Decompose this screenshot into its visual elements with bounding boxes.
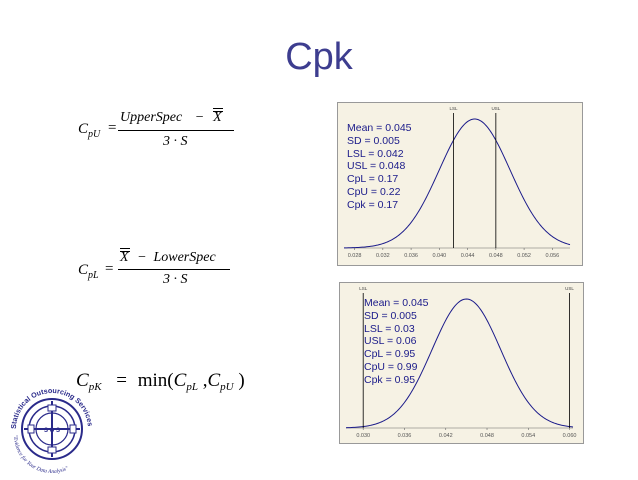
- cpu-xbarbar: X: [213, 108, 223, 125]
- cpk-min-function: min(: [137, 370, 174, 391]
- x-tick-label: 0.036: [404, 253, 418, 259]
- stat-sd: SD = 0.005: [347, 134, 400, 147]
- logo-graphic: Statistical Outsourcing Services S O S "…: [9, 386, 95, 475]
- cpu-minus: −: [195, 110, 204, 125]
- x-tick-label: 0.052: [517, 253, 531, 259]
- x-tick-label: 0.042: [439, 433, 453, 439]
- x-tick-label: 0.054: [521, 433, 535, 439]
- cpk-arg2: C: [207, 370, 221, 391]
- spec-label-usl: USL: [491, 106, 500, 111]
- cpk-arg1: C: [173, 370, 187, 391]
- cpk-close-paren: ): [233, 370, 245, 391]
- chart-top-stats: Mean = 0.045 SD = 0.005 LSL = 0.042 USL …: [347, 122, 412, 212]
- cpu-equals: =: [108, 120, 117, 136]
- stat-cpl: CpL = 0.17: [347, 173, 399, 186]
- x-tick-label: 0.044: [461, 253, 475, 259]
- cpl-lowerspec: LowerSpec: [153, 250, 216, 265]
- cpu-lhs: CpU: [78, 121, 101, 140]
- cpu-lhs-subscript: pU: [88, 129, 101, 140]
- x-tick-label: 0.028: [348, 253, 362, 259]
- cpu-lhs-symbol: C: [78, 121, 89, 137]
- chart-panel-top: LSL USL 0.028 0.032 0.036 0.040 0.044 0.048 0.05…: [337, 102, 583, 266]
- x-tick-label: 0.060: [563, 433, 577, 439]
- stat-cpl: CpL = 0.95: [364, 348, 416, 361]
- stat-mean: Mean = 0.045: [347, 122, 412, 134]
- slide-title: Cpk: [285, 36, 353, 78]
- cpu-upperspec: UpperSpec: [120, 110, 183, 125]
- chart-top: LSL USL 0.028 0.032 0.036 0.040 0.044 0.048 0.05…: [343, 106, 571, 259]
- spec-label-lsl: LSL: [449, 106, 458, 111]
- stat-cpu: CpU = 0.99: [364, 360, 418, 373]
- spec-label-usl: USL: [565, 286, 574, 291]
- stat-cpk: Cpk = 0.17: [347, 198, 399, 211]
- cpl-minus: −: [138, 250, 146, 265]
- stat-mean: Mean = 0.045: [364, 297, 429, 309]
- chart-bottom-stats: Mean = 0.045 SD = 0.005 LSL = 0.03 USL =…: [364, 297, 429, 387]
- cpu-denominator: 3 · S: [163, 134, 188, 149]
- cpl-xbarbar-symbol: X: [120, 250, 129, 265]
- x-tick-label: 0.030: [356, 433, 370, 439]
- stat-usl: USL = 0.06: [364, 335, 417, 348]
- cpl-equals: =: [105, 261, 114, 277]
- cpl-lhs-subscript: pL: [88, 270, 99, 281]
- formula-cpk: CpK = min(CpL ,CpU ): [76, 370, 245, 393]
- stat-cpu: CpU = 0.22: [347, 185, 401, 198]
- normal-curve: [343, 118, 571, 249]
- x-tick-label: 0.040: [432, 253, 446, 259]
- cpl-lhs-symbol: C: [78, 262, 89, 278]
- x-tick-label: 0.056: [545, 253, 559, 259]
- x-tick-label: 0.048: [480, 433, 494, 439]
- stat-sd: SD = 0.005: [364, 309, 417, 322]
- x-tick-label: 0.048: [489, 253, 503, 259]
- cpu-fraction-bar: [118, 130, 234, 131]
- cpk-lhs-subscript: pK: [88, 381, 102, 393]
- cpu-numerator: UpperSpec − X: [120, 108, 223, 126]
- cpl-denominator: 3 · S: [163, 272, 188, 287]
- stat-cpk: Cpk = 0.95: [364, 373, 416, 386]
- chart-panel-bottom: LSL USL 0.030 0.036 0.042 0.048 0.054 0.060 Mea…: [339, 282, 584, 444]
- cpl-fraction-bar: [118, 269, 230, 270]
- cpu-xbarbar-symbol: X: [213, 110, 222, 125]
- cpl-numerator: X − LowerSpec: [120, 248, 216, 266]
- cpk-equals: =: [116, 370, 127, 391]
- stat-lsl: LSL = 0.042: [347, 147, 404, 160]
- logo-initials: S O S: [44, 428, 60, 434]
- stat-usl: USL = 0.048: [347, 160, 406, 173]
- cpl-lhs: CpL: [78, 262, 99, 281]
- normal-curve: [345, 298, 574, 429]
- chart-bottom: LSL USL 0.030 0.036 0.042 0.048 0.054 0.060: [345, 286, 577, 439]
- cpk-lhs-symbol: C: [76, 370, 89, 391]
- company-logo: Statistical Outsourcing Services S O S "…: [6, 383, 98, 475]
- cpk-separator: ,: [197, 370, 208, 391]
- spec-label-lsl: LSL: [359, 286, 368, 291]
- cpk-arg1-subscript: pL: [186, 381, 198, 393]
- x-tick-label: 0.036: [398, 433, 412, 439]
- cpl-xbarbar: X: [120, 248, 130, 265]
- cpk-arg2-subscript: pU: [220, 381, 234, 393]
- x-tick-label: 0.032: [376, 253, 390, 259]
- stat-lsl: LSL = 0.03: [364, 322, 415, 335]
